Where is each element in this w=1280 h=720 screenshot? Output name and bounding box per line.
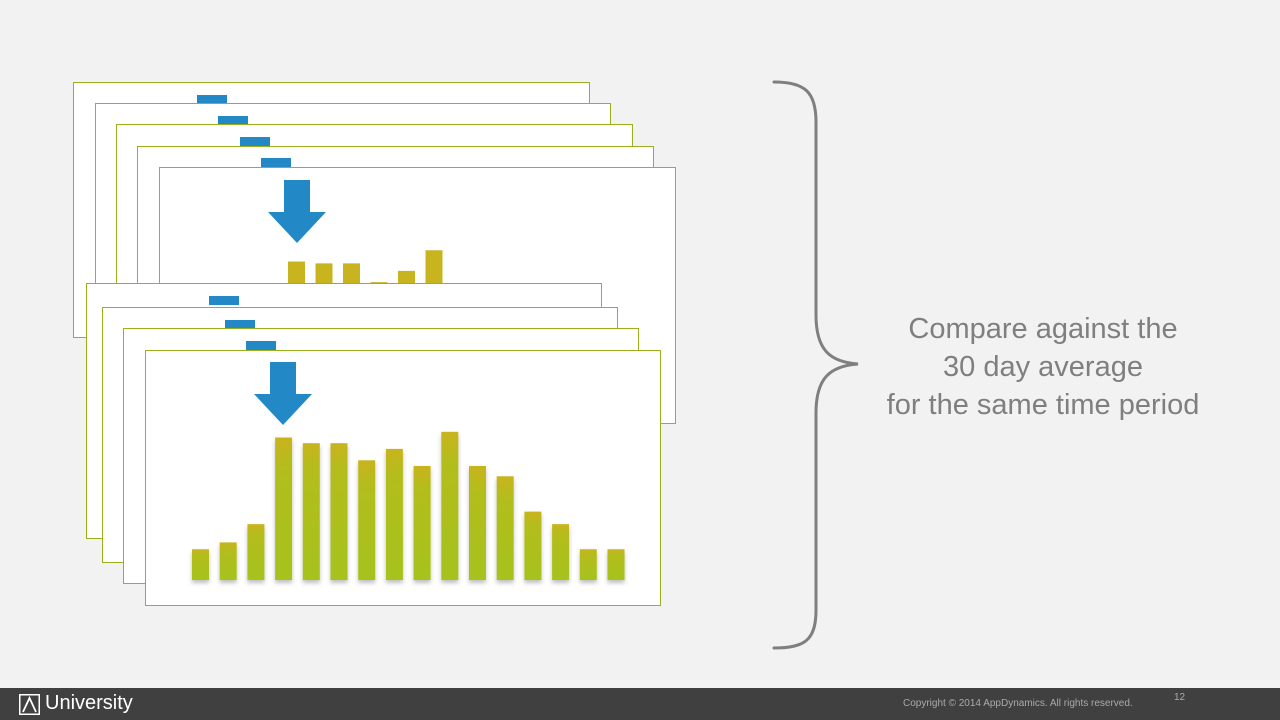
chart-bar bbox=[469, 466, 486, 580]
chart-bar bbox=[192, 549, 209, 580]
frame-tab bbox=[261, 158, 291, 167]
chart-bar bbox=[302, 443, 320, 580]
appdynamics-logo-icon bbox=[19, 694, 40, 715]
down-arrow-icon bbox=[254, 362, 312, 425]
chart-bar bbox=[425, 250, 443, 284]
callout-text: Compare against the 30 day average for t… bbox=[860, 310, 1226, 424]
footer-copyright: Copyright © 2014 AppDynamics. All rights… bbox=[903, 698, 1133, 709]
chart-bar bbox=[343, 263, 360, 284]
callout-line-3: for the same time period bbox=[886, 389, 1200, 421]
lower-bar-chart bbox=[192, 431, 625, 580]
chart-bar bbox=[398, 270, 415, 284]
frame-tab bbox=[240, 137, 270, 146]
chart-bar bbox=[288, 261, 305, 284]
chart-bar bbox=[607, 549, 625, 580]
chart-bar bbox=[330, 443, 348, 580]
chart-bar bbox=[219, 542, 237, 580]
frame-tab bbox=[218, 116, 248, 125]
chart-bar bbox=[413, 466, 431, 580]
footer-brand: University bbox=[45, 692, 133, 714]
chart-bar bbox=[441, 431, 459, 580]
chart-bar bbox=[247, 524, 265, 580]
frame-tab bbox=[246, 341, 276, 350]
chart-bar bbox=[315, 263, 333, 284]
frame-tab bbox=[225, 320, 255, 329]
frame-tab bbox=[209, 296, 239, 305]
callout-line-1: Compare against the bbox=[908, 313, 1178, 345]
footer-bar: University Copyright © 2014 AppDynamics.… bbox=[0, 688, 1280, 720]
page-number: 12 bbox=[1174, 692, 1186, 703]
chart-bar bbox=[275, 437, 293, 580]
chart-bar bbox=[524, 511, 542, 580]
chart-bar bbox=[385, 448, 403, 580]
callout-line-2: 30 day average bbox=[943, 351, 1143, 383]
upper-bar-chart bbox=[288, 250, 443, 284]
chart-bar bbox=[579, 549, 597, 580]
chart-bar bbox=[496, 476, 514, 580]
chart-bar bbox=[552, 524, 570, 580]
curly-brace-icon bbox=[772, 80, 859, 650]
frame-tab bbox=[197, 95, 227, 104]
chart-bar bbox=[358, 460, 376, 580]
down-arrow-icon bbox=[268, 180, 326, 243]
